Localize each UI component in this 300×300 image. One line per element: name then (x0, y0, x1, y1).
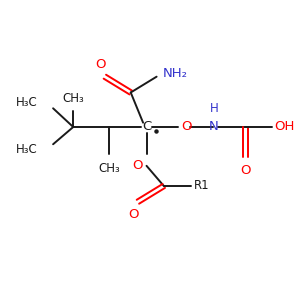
Text: O: O (128, 208, 139, 220)
Text: N: N (209, 121, 219, 134)
Text: OH: OH (274, 121, 295, 134)
Text: O: O (241, 164, 251, 177)
Text: O: O (95, 58, 106, 71)
Text: R1: R1 (194, 179, 210, 192)
Text: O: O (181, 121, 191, 134)
Text: H₃C: H₃C (16, 96, 37, 109)
Text: CH₃: CH₃ (98, 162, 120, 176)
Text: O: O (133, 159, 143, 172)
Text: NH₂: NH₂ (162, 67, 188, 80)
Text: H: H (210, 103, 218, 116)
Text: CH₃: CH₃ (62, 92, 84, 105)
Text: H₃C: H₃C (16, 143, 37, 157)
Text: C: C (142, 121, 151, 134)
